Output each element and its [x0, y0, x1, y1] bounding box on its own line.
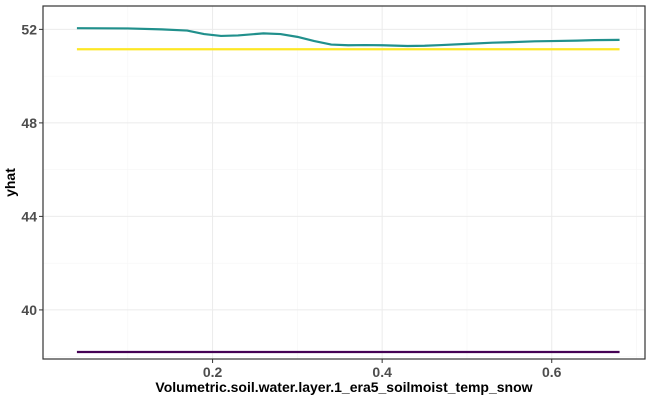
major-gridlines: [43, 6, 645, 359]
y-axis-title: yhat: [2, 168, 18, 197]
y-axis-ticks: 40 44 48 52: [21, 21, 43, 318]
x-tick-label: 0.6: [542, 364, 562, 380]
series-lines: [76, 27, 620, 354]
y-tick-label: 52: [21, 21, 37, 37]
y-tick-label: 48: [21, 115, 37, 131]
x-axis-title: Volumetric.soil.water.layer.1_era5_soilm…: [155, 379, 532, 395]
minor-gridlines: [43, 6, 645, 359]
y-tick-label: 40: [21, 302, 37, 318]
x-tick-label: 0.2: [203, 364, 223, 380]
series-line-2: [76, 27, 620, 48]
y-tick-label: 44: [21, 208, 37, 224]
plot-panel-border: [42, 5, 646, 360]
x-axis-ticks: 0.2 0.4 0.6: [203, 359, 562, 380]
x-tick-label: 0.4: [372, 364, 392, 380]
